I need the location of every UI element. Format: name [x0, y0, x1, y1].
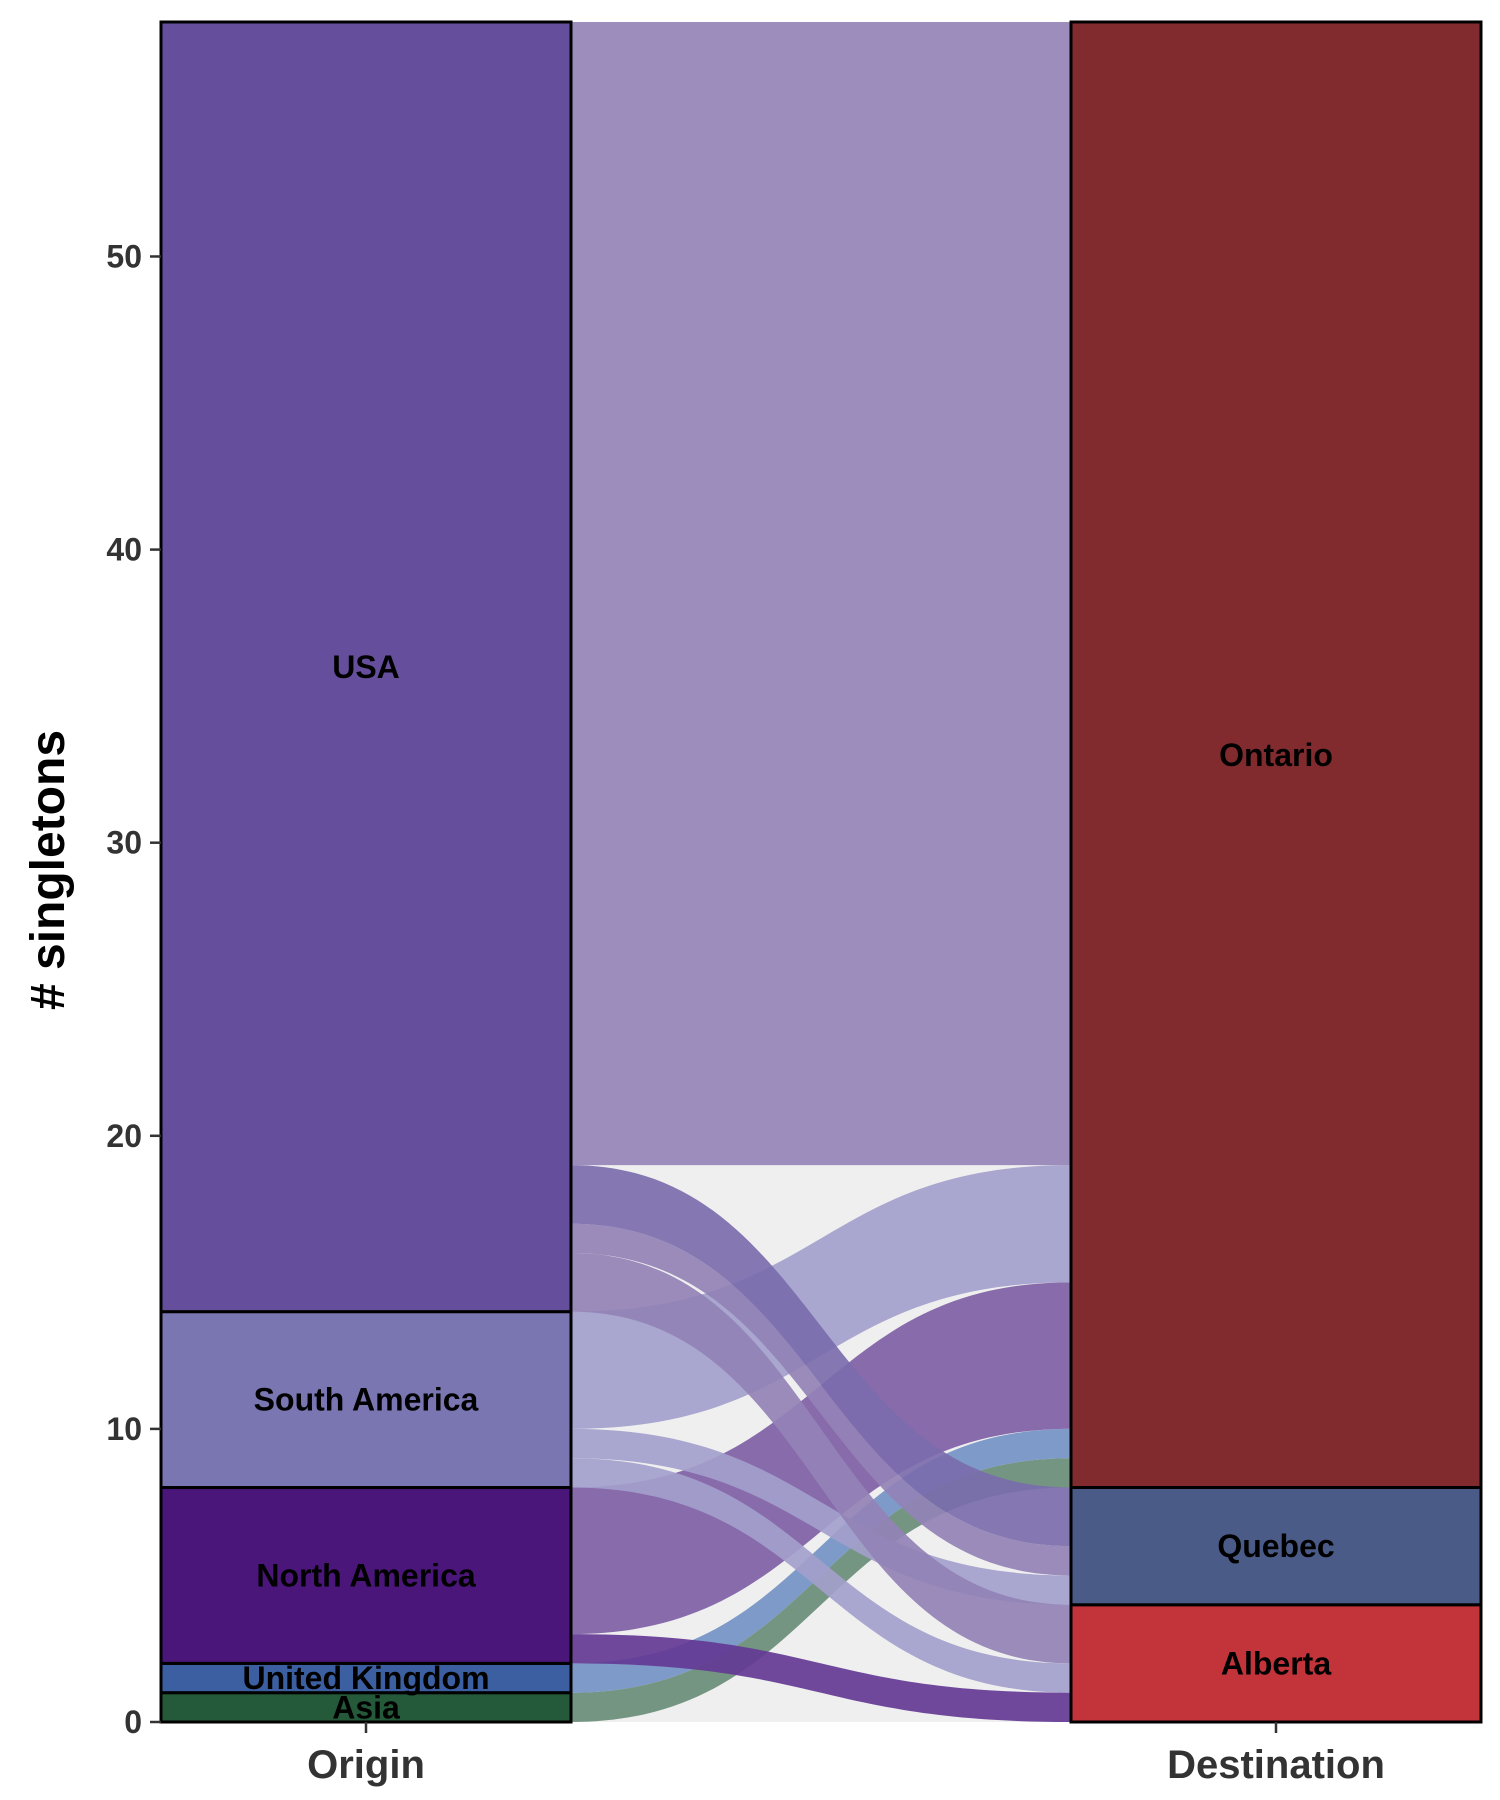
flow-usa-to-quebec-9: [571, 1165, 1071, 1547]
origin-stratum-label-south-america: South America: [254, 1382, 479, 1418]
origin-stratum-label-north-america: North America: [256, 1557, 476, 1593]
origin-stratum-united-kingdom: [159, 1661, 573, 1695]
y-tick-label-20: 20: [106, 1118, 142, 1154]
origin-stratum-north-america: [159, 1486, 573, 1665]
flow-south-america-to-alberta-4: [571, 1458, 1071, 1693]
destination-stratum-label-quebec: Quebec: [1217, 1528, 1334, 1564]
y-tick-label-0: 0: [124, 1704, 142, 1740]
flows-layer: [571, 22, 1071, 1722]
flow-usa-to-alberta-7: [571, 1253, 1071, 1664]
y-tick-label-40: 40: [106, 532, 142, 568]
y-axis-title: # singletons: [22, 730, 75, 1010]
flow-usa-to-ontario-10: [571, 22, 1071, 1166]
x-axis-label-destination: Destination: [1167, 1743, 1385, 1787]
flow-north-america-to-alberta-2: [571, 1634, 1071, 1722]
destination-stratum-quebec: [1069, 1486, 1483, 1607]
flow-south-america-to-ontario-6: [571, 1165, 1071, 1429]
origin-stratum-label-usa: USA: [332, 649, 400, 685]
origin-stratum-label-asia: Asia: [332, 1689, 400, 1725]
y-tick-label-10: 10: [106, 1411, 142, 1447]
origin-stratum-south-america: [159, 1310, 573, 1490]
origin-stratum-usa: [159, 20, 573, 1314]
destination-stratum-label-alberta: Alberta: [1221, 1645, 1331, 1681]
destination-stratum-ontario: [1069, 20, 1483, 1490]
flow-usa-to-quebec-8: [571, 1223, 1071, 1576]
flow-asia-to-ontario-0: [571, 1458, 1071, 1722]
flow-south-america-to-quebec-5: [571, 1428, 1071, 1605]
x-axis-label-origin: Origin: [307, 1743, 425, 1787]
y-axis: 0 10 20 30 40 50 Origin Destination: [106, 238, 1384, 1787]
origin-stratum-label-united-kingdom: United Kingdom: [242, 1660, 489, 1696]
destination-stratum-label-ontario: Ontario: [1219, 737, 1333, 773]
y-tick-label-30: 30: [106, 825, 142, 861]
y-tick-label-50: 50: [106, 238, 142, 274]
destination-stratum-alberta: [1069, 1603, 1483, 1724]
